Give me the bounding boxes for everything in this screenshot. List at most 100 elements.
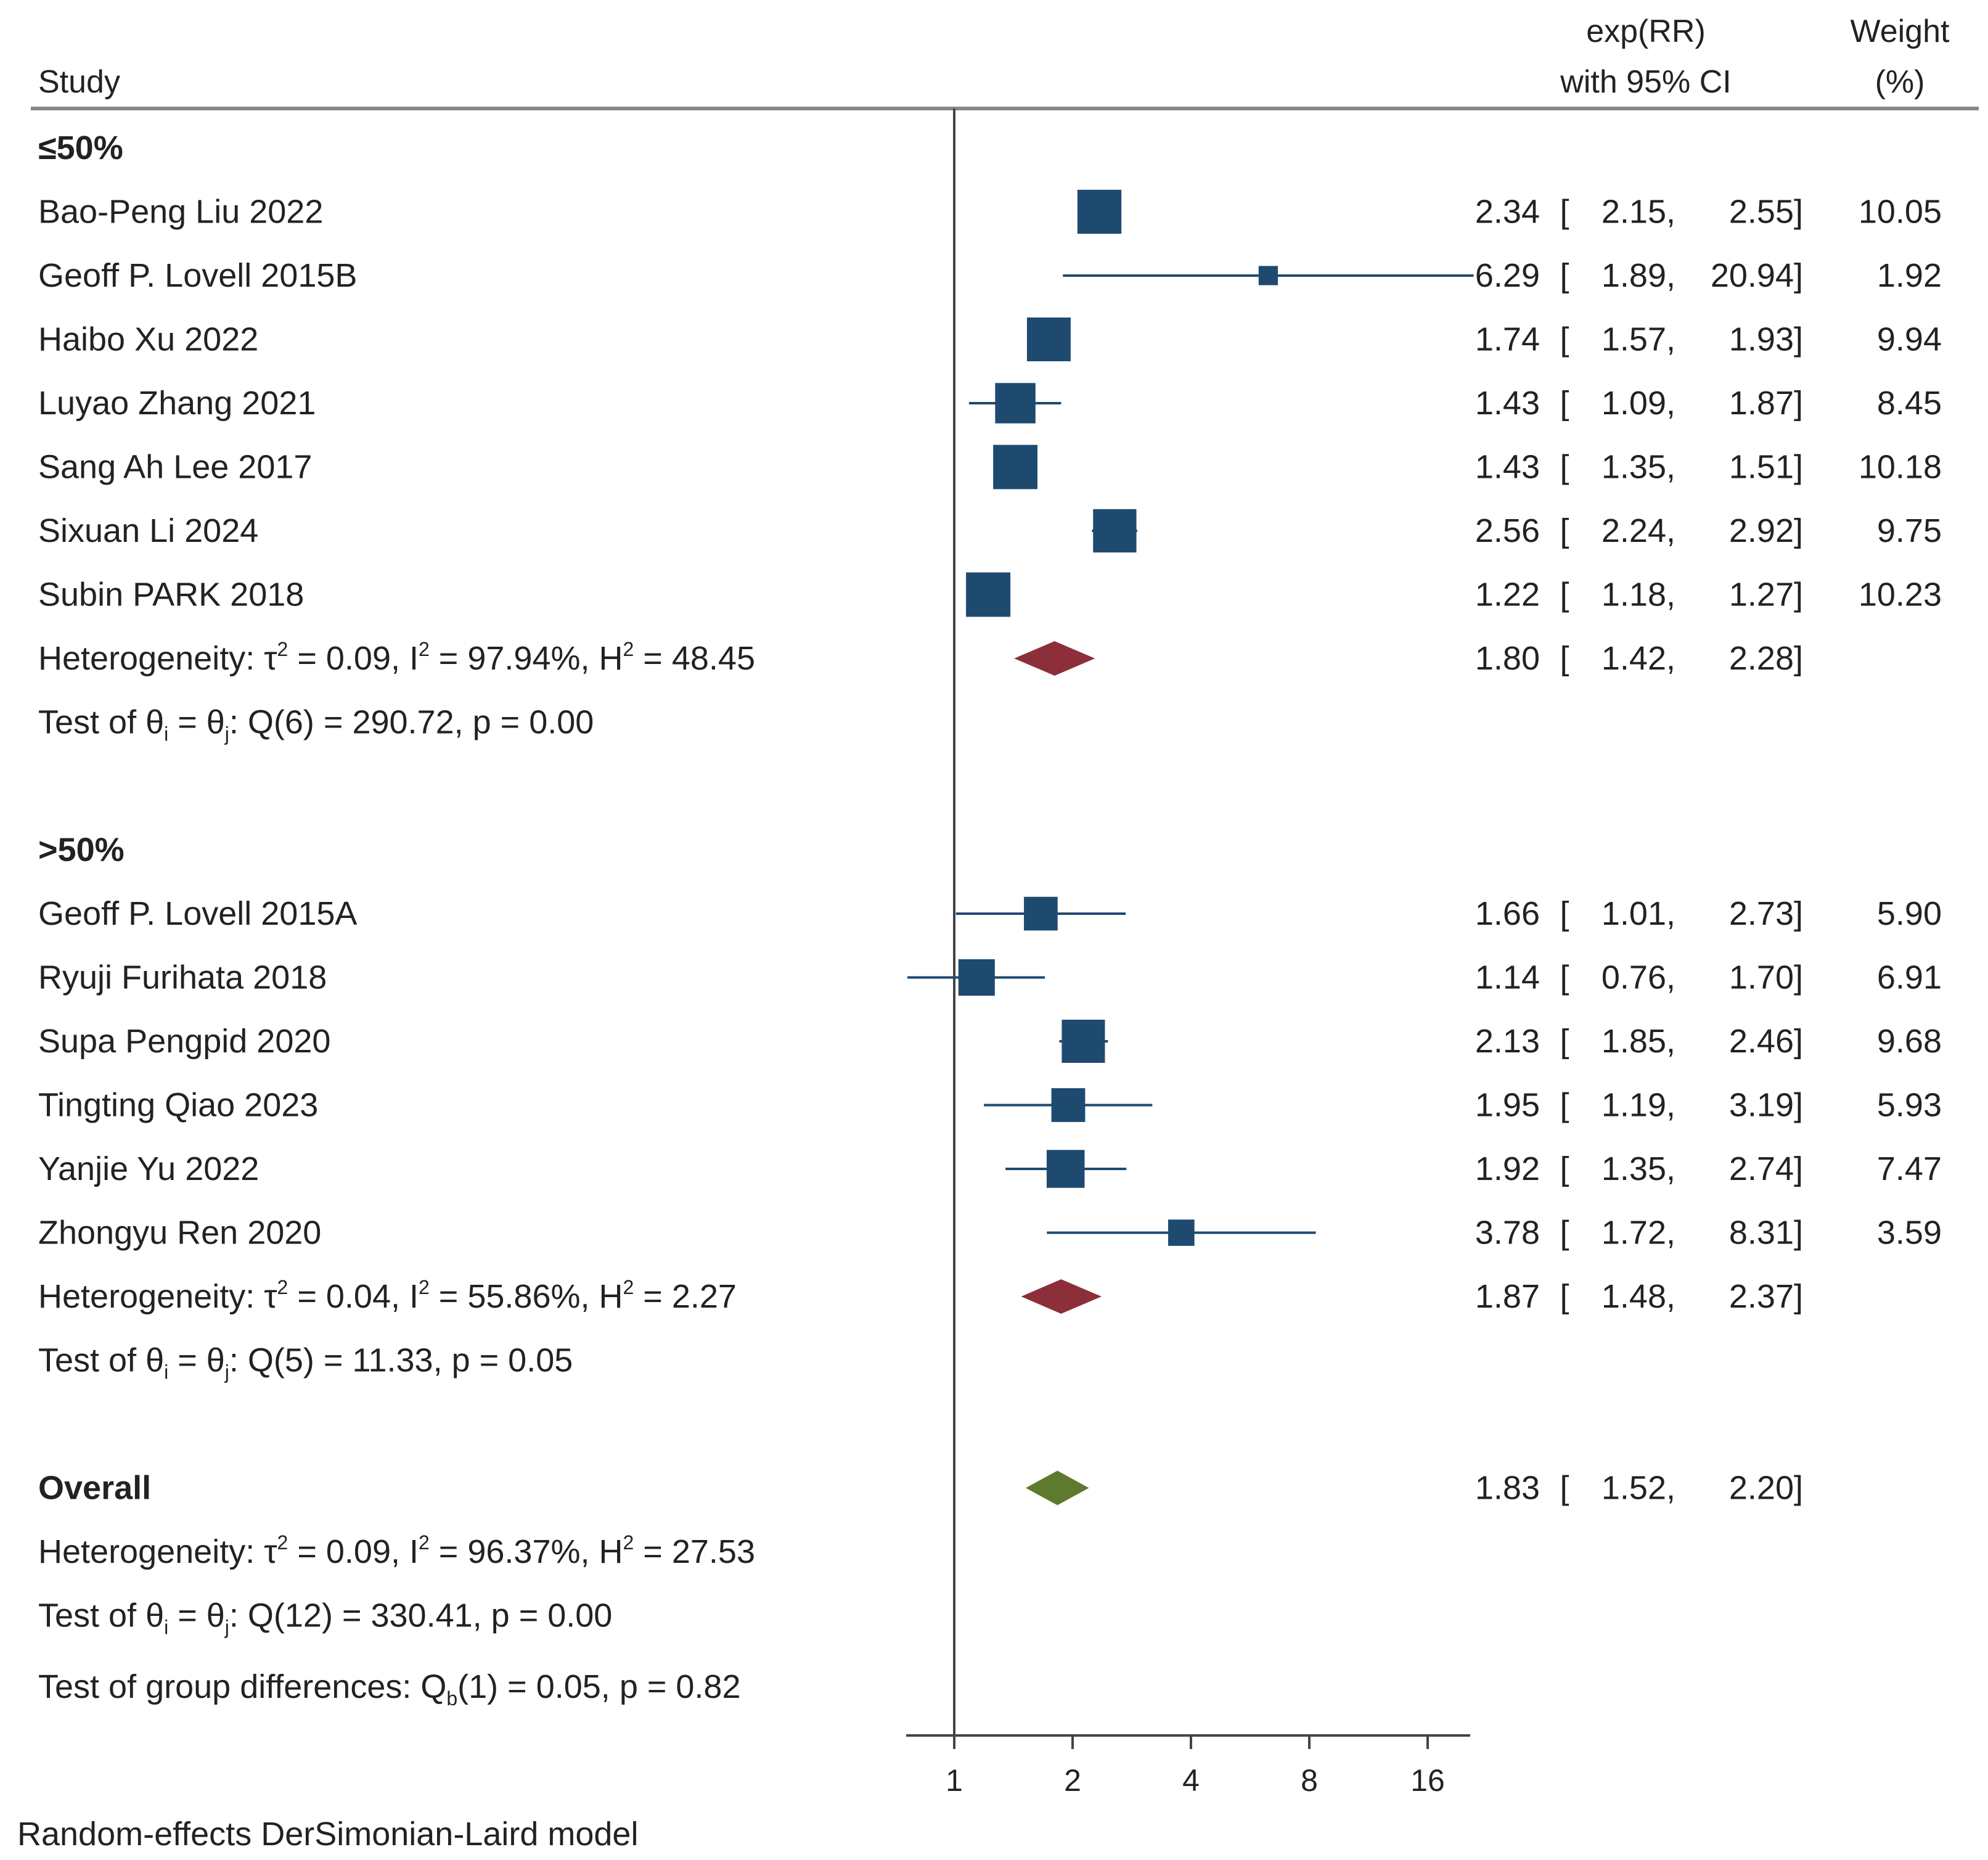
study-1-2-estimate: 2.13 — [1475, 1023, 1540, 1060]
study-1-3-ci-lower: 1.19, — [1601, 1087, 1675, 1124]
study-1-5-name: Zhongyu Ren 2020 — [38, 1215, 321, 1252]
x-tick-label-1: 1 — [946, 1763, 963, 1798]
study-0-2-bracket-open: [ — [1560, 321, 1569, 358]
group-1-pooled-estimate: 1.87 — [1475, 1278, 1540, 1315]
study-1-0-estimate: 1.66 — [1475, 895, 1540, 932]
study-1-4-marker — [1046, 1150, 1085, 1188]
study-0-2-ci-upper: 1.93] — [1729, 321, 1803, 358]
group-1-pooled-bracket-open: [ — [1560, 1278, 1569, 1315]
study-1-2-bracket-open: [ — [1560, 1023, 1569, 1060]
study-0-5-weight: 9.75 — [1877, 512, 1942, 549]
study-0-0-estimate: 2.34 — [1475, 194, 1540, 231]
study-0-4-bracket-open: [ — [1560, 449, 1569, 486]
study-0-5-bracket-open: [ — [1560, 512, 1569, 549]
overall-label: Overall — [38, 1470, 151, 1507]
study-0-6-bracket-open: [ — [1560, 576, 1569, 613]
study-0-1-bracket-open: [ — [1560, 257, 1569, 294]
study-1-3-ci-upper: 3.19] — [1729, 1087, 1803, 1124]
study-0-3-weight: 8.45 — [1877, 385, 1942, 422]
group-label-0: ≤50% — [38, 129, 123, 166]
study-1-2-name: Supa Pengpid 2020 — [38, 1023, 330, 1060]
group-0-pooled-ci-lower: 1.42, — [1601, 640, 1675, 677]
study-1-5-weight: 3.59 — [1877, 1215, 1942, 1252]
study-1-0-ci-upper: 2.73] — [1729, 895, 1803, 932]
study-0-6-estimate: 1.22 — [1475, 576, 1540, 613]
group-1-pooled-ci-lower: 1.48, — [1601, 1278, 1675, 1315]
group-0-heterogeneity: Heterogeneity: τ2 = 0.09, I2 = 97.94%, H… — [38, 638, 755, 677]
overall-heterogeneity: Heterogeneity: τ2 = 0.09, I2 = 96.37%, H… — [38, 1531, 755, 1570]
study-1-1-ci-upper: 1.70] — [1729, 959, 1803, 996]
study-1-1-weight: 6.91 — [1877, 959, 1942, 996]
study-0-0-weight: 10.05 — [1859, 194, 1942, 231]
study-1-5-bracket-open: [ — [1560, 1215, 1569, 1252]
study-0-1-marker — [1258, 266, 1278, 285]
study-1-3-marker — [1051, 1088, 1086, 1122]
overall-test: Test of θi = θj: Q(12) = 330.41, p = 0.0… — [38, 1597, 612, 1639]
study-0-4-marker — [993, 445, 1037, 490]
study-1-0-name: Geoff P. Lovell 2015A — [38, 895, 357, 932]
study-0-6-weight: 10.23 — [1859, 576, 1942, 613]
study-1-4-weight: 7.47 — [1877, 1150, 1942, 1187]
group-0-pooled-diamond — [1014, 641, 1095, 676]
overall-diamond — [1025, 1470, 1089, 1506]
study-0-0-ci-lower: 2.15, — [1601, 194, 1675, 231]
study-0-3-ci-lower: 1.09, — [1601, 385, 1675, 422]
study-0-2-weight: 9.94 — [1877, 321, 1942, 358]
study-0-1-weight: 1.92 — [1877, 257, 1942, 294]
study-0-5-estimate: 2.56 — [1475, 512, 1540, 549]
group-0-pooled-estimate: 1.80 — [1475, 640, 1540, 677]
header-study: Study — [38, 64, 120, 100]
study-0-0-ci-upper: 2.55] — [1729, 194, 1803, 231]
study-0-3-bracket-open: [ — [1560, 385, 1569, 422]
x-tick-label-4: 4 — [1182, 1763, 1200, 1798]
study-1-4-bracket-open: [ — [1560, 1150, 1569, 1187]
study-0-4-estimate: 1.43 — [1475, 449, 1540, 486]
group-difference-test: Test of group differences: Qb(1) = 0.05,… — [38, 1668, 741, 1710]
study-0-3-ci-upper: 1.87] — [1729, 385, 1803, 422]
overall-estimate: 1.83 — [1475, 1470, 1540, 1507]
study-1-1-ci-lower: 0.76, — [1601, 959, 1675, 996]
x-tick-label-16: 16 — [1410, 1763, 1445, 1798]
study-1-1-bracket-open: [ — [1560, 959, 1569, 996]
study-0-5-marker — [1093, 509, 1137, 553]
study-1-5-ci-upper: 8.31] — [1729, 1215, 1803, 1252]
study-1-1-estimate: 1.14 — [1475, 959, 1540, 996]
study-0-1-name: Geoff P. Lovell 2015B — [38, 257, 357, 294]
study-0-0-name: Bao-Peng Liu 2022 — [38, 194, 323, 231]
footnote: Random-effects DerSimonian-Laird model — [17, 1816, 638, 1853]
x-tick-label-8: 8 — [1301, 1763, 1318, 1798]
study-1-4-ci-upper: 2.74] — [1729, 1150, 1803, 1187]
group-1-test: Test of θi = θj: Q(5) = 11.33, p = 0.05 — [38, 1342, 573, 1383]
study-1-2-weight: 9.68 — [1877, 1023, 1942, 1060]
study-1-2-ci-upper: 2.46] — [1729, 1023, 1803, 1060]
study-0-2-name: Haibo Xu 2022 — [38, 321, 258, 358]
study-0-2-ci-lower: 1.57, — [1601, 321, 1675, 358]
study-1-2-marker — [1061, 1019, 1105, 1063]
study-1-3-bracket-open: [ — [1560, 1087, 1569, 1124]
study-0-5-ci-lower: 2.24, — [1601, 512, 1675, 549]
study-0-2-estimate: 1.74 — [1475, 321, 1540, 358]
study-0-0-marker — [1077, 189, 1122, 234]
study-0-2-marker — [1026, 318, 1071, 361]
study-1-5-ci-lower: 1.72, — [1601, 1215, 1675, 1252]
study-1-1-name: Ryuji Furihata 2018 — [38, 959, 327, 996]
study-0-1-estimate: 6.29 — [1475, 257, 1540, 294]
header-weight-line2: (%) — [1875, 64, 1925, 100]
study-0-1-ci-upper: 20.94] — [1711, 257, 1803, 294]
study-1-5-marker — [1168, 1219, 1195, 1246]
overall-ci-lower: 1.52, — [1601, 1470, 1675, 1507]
study-1-4-name: Yanjie Yu 2022 — [38, 1150, 259, 1187]
study-1-1-marker — [958, 959, 995, 996]
study-0-5-name: Sixuan Li 2024 — [38, 512, 258, 549]
group-1-pooled-diamond — [1021, 1279, 1102, 1314]
study-0-3-name: Luyao Zhang 2021 — [38, 385, 316, 422]
group-label-1: >50% — [38, 832, 125, 869]
group-0-pooled-bracket-open: [ — [1560, 640, 1569, 677]
header-weight-line1: Weight — [1851, 14, 1950, 49]
study-0-4-ci-upper: 1.51] — [1729, 449, 1803, 486]
study-1-0-weight: 5.90 — [1877, 895, 1942, 932]
study-0-3-marker — [995, 383, 1036, 424]
study-1-0-ci-lower: 1.01, — [1601, 895, 1675, 932]
study-0-4-name: Sang Ah Lee 2017 — [38, 449, 312, 486]
overall-bracket-open: [ — [1560, 1470, 1569, 1507]
